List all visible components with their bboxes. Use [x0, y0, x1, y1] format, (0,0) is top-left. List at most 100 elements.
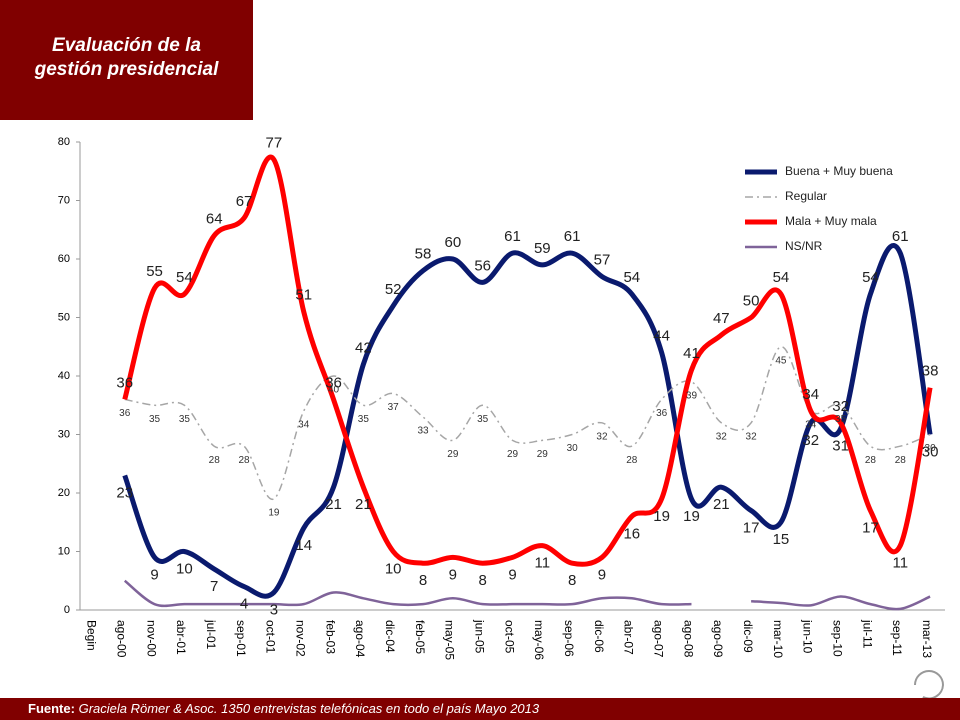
footer-text: Graciela Römer & Asoc. 1350 entrevistas … [78, 701, 540, 716]
legend-label: NS/NR [785, 239, 823, 253]
data-label: 44 [653, 328, 670, 345]
data-label: 32 [746, 431, 758, 442]
data-label: 16 [623, 525, 640, 542]
data-label: 40 [328, 385, 340, 396]
data-label: 54 [773, 269, 790, 286]
footer-label: Fuente: [28, 701, 75, 716]
data-label: 54 [176, 269, 193, 286]
data-label: 41 [683, 345, 700, 362]
x-tick-label: jul-01 [204, 619, 218, 650]
data-label: 7 [210, 578, 218, 595]
x-tick-label: sep-06 [562, 620, 576, 657]
data-label: 29 [447, 449, 459, 460]
legend-label: Buena + Muy buena [785, 164, 893, 178]
x-tick-label: ago-09 [711, 620, 725, 658]
data-label: 9 [598, 566, 606, 583]
x-tick-label: mar-13 [920, 620, 934, 658]
data-label: 9 [150, 566, 158, 583]
data-label: 28 [209, 455, 221, 466]
data-label: 9 [449, 566, 457, 583]
data-label: 19 [268, 507, 280, 518]
x-tick-label: ago-07 [651, 620, 665, 658]
x-tick-label: may-06 [532, 620, 546, 660]
chart: 0 10 20 30 40 50 60 70 80 Begin ago-00 nov-00 abr-01… [58, 135, 945, 698]
data-label: 35 [835, 414, 847, 425]
y-tick-label: 10 [58, 545, 70, 557]
data-label: 9 [508, 566, 516, 583]
x-tick-label: oct-05 [502, 620, 516, 654]
data-label: 28 [865, 455, 877, 466]
data-label: 36 [656, 408, 668, 419]
x-tick-label: jun-10 [801, 619, 815, 654]
x-tick-label: Begin [85, 620, 99, 651]
data-label: 36 [325, 374, 342, 391]
data-label: 30 [567, 443, 579, 454]
data-label: 54 [862, 269, 879, 286]
x-tick-label: oct-01 [264, 620, 278, 654]
data-label: 67 [236, 193, 253, 210]
x-tick-label: ago-08 [681, 620, 695, 658]
data-label: 35 [358, 414, 370, 425]
data-label: 60 [445, 234, 462, 251]
data-label: 8 [568, 572, 576, 589]
data-label: 10 [385, 560, 402, 577]
data-label: 28 [626, 455, 638, 466]
data-label: 21 [355, 496, 372, 513]
x-tick-label: ago-04 [353, 620, 367, 658]
x-tick-label: feb-03 [323, 620, 337, 654]
data-label: 51 [295, 287, 312, 304]
data-label: 29 [537, 449, 549, 460]
data-label: 55 [146, 263, 163, 280]
y-tick-label: 80 [58, 136, 70, 148]
y-tick-label: 70 [58, 194, 70, 206]
data-label: 30 [925, 443, 937, 454]
x-tick-label: jul-11 [860, 619, 874, 649]
legend-label: Regular [785, 189, 827, 203]
data-label: 42 [355, 339, 372, 356]
data-label: 54 [623, 269, 640, 286]
data-label: 36 [119, 408, 131, 419]
data-label: 19 [683, 508, 700, 525]
data-label: 50 [743, 292, 760, 309]
footer: Fuente: Graciela Römer & Asoc. 1350 entr… [0, 698, 960, 720]
data-label: 29 [507, 449, 519, 460]
series-line [751, 595, 931, 611]
x-tick-label: sep-01 [234, 620, 248, 657]
x-tick-label: dic-04 [383, 620, 397, 653]
data-label: 59 [534, 240, 551, 257]
data-label: 19 [653, 508, 670, 525]
y-tick-label: 60 [58, 253, 70, 265]
data-label: 35 [179, 414, 191, 425]
data-label: 32 [832, 398, 849, 415]
data-label: 77 [266, 135, 283, 152]
data-label: 38 [922, 363, 939, 380]
data-label: 34 [298, 420, 310, 431]
x-tick-label: mar-10 [771, 620, 785, 658]
x-tick-label: nov-02 [294, 620, 308, 657]
data-label: 34 [805, 420, 817, 431]
data-label: 61 [564, 228, 581, 245]
x-tick-label: may-05 [443, 620, 457, 660]
y-tick-label: 30 [58, 428, 70, 440]
legend-label: Mala + Muy mala [785, 214, 877, 228]
logo [914, 670, 945, 698]
data-label: 61 [892, 228, 909, 245]
x-tick-label: abr-01 [174, 620, 188, 655]
data-label: 61 [504, 228, 521, 245]
y-tick-label: 20 [58, 487, 70, 499]
data-label: 31 [832, 438, 849, 455]
data-label: 47 [713, 310, 730, 327]
data-label: 10 [176, 560, 193, 577]
data-label: 57 [594, 252, 611, 269]
data-label: 11 [535, 555, 551, 572]
data-label: 45 [775, 355, 787, 366]
x-tick-label: abr-07 [622, 620, 636, 655]
data-label: 3 [270, 601, 278, 618]
y-tick-label: 40 [58, 370, 70, 382]
data-label: 33 [417, 426, 429, 437]
series-line [123, 579, 692, 608]
data-label: 32 [596, 431, 608, 442]
data-label: 36 [116, 374, 133, 391]
series-line [122, 154, 933, 567]
data-label: 14 [295, 537, 312, 554]
